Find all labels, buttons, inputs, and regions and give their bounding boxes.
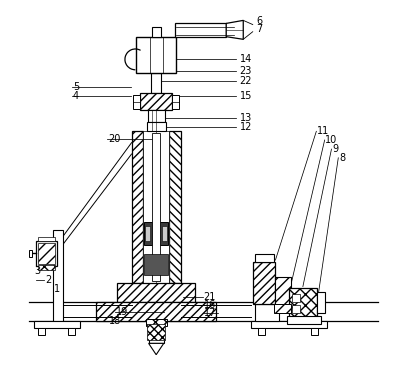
Bar [162, 226, 167, 241]
Bar [146, 320, 167, 326]
Text: 17: 17 [204, 309, 216, 318]
Text: 7: 7 [256, 24, 263, 35]
Text: 8: 8 [339, 153, 345, 163]
Bar [289, 288, 317, 317]
Bar [131, 131, 143, 283]
Bar [251, 321, 326, 328]
Bar [144, 222, 168, 245]
Bar [29, 250, 32, 257]
Bar [287, 316, 321, 325]
Bar [38, 265, 55, 269]
Text: 6: 6 [256, 16, 263, 26]
Polygon shape [149, 344, 164, 355]
Text: 4: 4 [73, 91, 79, 101]
Text: 5: 5 [73, 82, 79, 92]
Bar [38, 243, 55, 264]
Bar [38, 238, 55, 241]
Bar [117, 283, 195, 302]
Bar [36, 241, 57, 266]
Bar [172, 95, 179, 109]
Text: 19: 19 [116, 307, 128, 317]
Text: 18: 18 [109, 316, 121, 326]
Text: 22: 22 [239, 76, 252, 86]
Polygon shape [226, 21, 243, 39]
Text: 14: 14 [239, 54, 252, 64]
Text: 1: 1 [54, 284, 60, 294]
Text: 3: 3 [35, 266, 41, 276]
Bar [149, 321, 164, 344]
Bar [293, 306, 300, 313]
Text: 15: 15 [239, 91, 252, 101]
Text: 2: 2 [45, 275, 52, 285]
Bar [143, 131, 169, 283]
Bar [253, 262, 276, 304]
Bar [255, 254, 274, 262]
Bar [317, 292, 325, 313]
Text: 20: 20 [108, 134, 120, 144]
Bar [169, 131, 181, 283]
Bar [144, 254, 168, 275]
Bar [151, 73, 162, 93]
Bar [258, 328, 265, 335]
Bar [148, 111, 164, 122]
Bar [276, 277, 291, 307]
Bar [136, 36, 176, 73]
Bar [293, 294, 300, 302]
Text: 16: 16 [204, 300, 216, 310]
Bar [311, 328, 318, 335]
Text: 10: 10 [326, 135, 338, 145]
Bar [68, 328, 75, 335]
Bar [152, 133, 160, 281]
Bar [152, 27, 161, 36]
Text: 12: 12 [239, 122, 252, 132]
Bar [34, 321, 80, 328]
Text: 21: 21 [204, 292, 216, 302]
Bar [53, 230, 63, 321]
Bar [255, 304, 279, 321]
Text: 11: 11 [317, 126, 329, 136]
Bar [133, 95, 140, 109]
Text: 13: 13 [239, 113, 252, 123]
Bar [175, 24, 226, 36]
Bar [274, 304, 291, 313]
Bar [147, 122, 166, 131]
Bar [147, 325, 165, 340]
Text: 9: 9 [332, 144, 338, 154]
Text: 23: 23 [239, 66, 252, 76]
Bar [38, 328, 45, 335]
Bar [140, 93, 172, 111]
Bar [145, 226, 151, 241]
Bar [96, 302, 216, 321]
